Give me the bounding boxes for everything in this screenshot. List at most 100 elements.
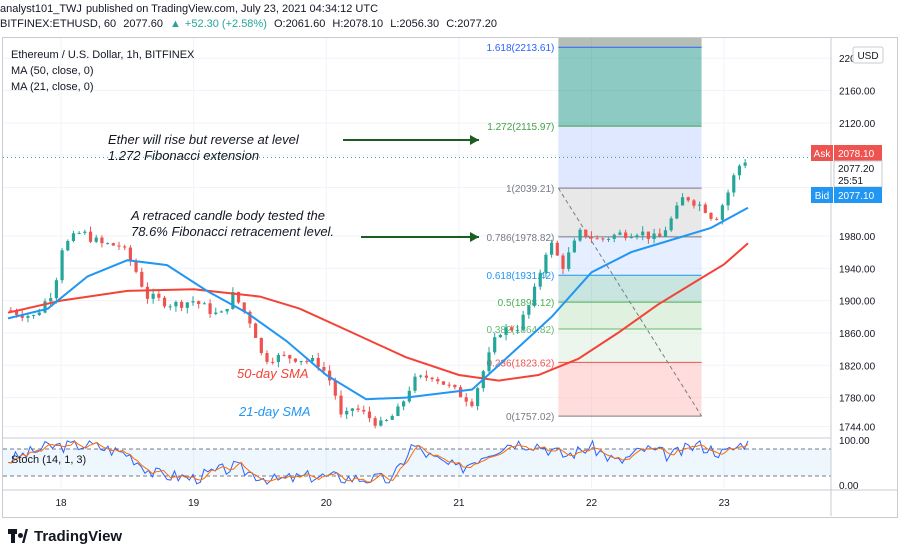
- legend-ma50: MA (50, close, 0): [11, 65, 94, 77]
- candle-body: [612, 234, 616, 239]
- candle-body: [168, 306, 172, 308]
- candle-body: [419, 375, 423, 377]
- ask-label: Ask: [814, 149, 832, 160]
- candle-body: [32, 315, 36, 317]
- candle-body: [635, 235, 639, 238]
- usd-badge-box: [852, 46, 884, 64]
- candle-body: [453, 384, 457, 388]
- candle-body: [692, 200, 696, 206]
- fib-band: [558, 47, 702, 127]
- candle-body: [60, 250, 64, 281]
- bid-label: Bid: [815, 191, 829, 202]
- fib-band: [558, 362, 702, 417]
- bid-label-box: [811, 187, 833, 203]
- bid-value-box: [834, 187, 882, 203]
- footer-brand[interactable]: TradingView: [8, 526, 122, 546]
- candle-body: [66, 240, 70, 251]
- candle-body: [658, 233, 662, 237]
- last-price-box: [833, 160, 883, 188]
- candle-body: [214, 312, 218, 314]
- fib-level-label: 1.618(2213.61): [487, 43, 555, 54]
- arrow-to-retracement-head: [470, 232, 479, 242]
- candle-body: [151, 293, 155, 299]
- candle-body: [100, 237, 104, 244]
- chart-frame[interactable]: 1.618(2213.61) 1.272(2115.97) 1(2039.21) 0.…: [2, 37, 898, 518]
- fibonacci-tool[interactable]: 1.618(2213.61) 1.272(2115.97) 1(2039.21) 0.…: [487, 38, 703, 423]
- ask-value: 2078.10: [838, 149, 875, 160]
- price-tick: 1744.00: [839, 423, 876, 434]
- candle-body: [498, 334, 502, 338]
- candle-body: [248, 311, 252, 324]
- note-extension-line1: Ether will rise but reverse at level: [108, 132, 300, 147]
- stoch-band: [3, 449, 831, 476]
- candle-body: [527, 305, 531, 315]
- axes: 2200.002160.002120.002080.002040.001980.…: [3, 38, 897, 516]
- symbol: BITFINEX:ETHUSD, 60: [0, 18, 117, 30]
- candle-body: [254, 323, 258, 338]
- candle-body: [669, 218, 673, 231]
- candle-body: [322, 366, 326, 371]
- candle-body: [293, 358, 298, 362]
- candle-body: [680, 197, 685, 206]
- usd-badge-label: USD: [857, 51, 878, 62]
- price-tick: 1780.00: [839, 394, 876, 405]
- candle-body: [629, 237, 633, 239]
- close-value: 2077.20: [457, 18, 497, 30]
- candle-body: [225, 308, 229, 312]
- price-tick: 1860.00: [839, 329, 876, 340]
- author[interactable]: analyst101_TWJ: [0, 3, 82, 15]
- candle-body: [430, 377, 434, 380]
- candle-body: [231, 291, 235, 309]
- sma50-label: 50-day SMA: [237, 366, 309, 381]
- open-value: 2061.60: [285, 18, 326, 30]
- candle-body: [276, 354, 280, 363]
- candle-body: [219, 311, 224, 313]
- candle-body: [197, 301, 201, 304]
- candle-body: [350, 408, 354, 411]
- candle-body: [641, 231, 645, 236]
- price-change: +52.30 (+2.58%): [184, 18, 267, 30]
- note-retrace-line1: A retraced candle body tested the: [130, 208, 325, 223]
- chart-legend: Ethereum / U.S. Dollar, 1h, BITFINEX MA …: [11, 49, 195, 93]
- candle-body: [424, 375, 428, 378]
- candle-body: [265, 353, 269, 362]
- chart-canvas[interactable]: 1.618(2213.61) 1.272(2115.97) 1(2039.21) 0.…: [3, 38, 897, 517]
- candle-body: [333, 380, 337, 396]
- candle-body: [572, 240, 576, 253]
- candle-body: [561, 255, 565, 269]
- candle-body: [544, 254, 548, 273]
- candle-body: [128, 247, 132, 262]
- fib-trend-line: [557, 187, 703, 417]
- fib-band: [558, 236, 702, 276]
- candle-body: [402, 401, 406, 407]
- candle-body: [345, 410, 349, 415]
- candle-body: [715, 218, 719, 220]
- sma21-line: [7, 206, 749, 401]
- stoch-d-line: [7, 440, 749, 483]
- sma50-line: [7, 242, 749, 382]
- bid-value: 2077.10: [838, 191, 875, 202]
- candle-body: [663, 230, 668, 237]
- candle-body: [624, 232, 628, 238]
- candle-body: [390, 415, 394, 420]
- candle-body: [94, 237, 98, 242]
- candle-body: [732, 175, 736, 193]
- open-label: O:: [273, 18, 286, 30]
- ask-value-box: [834, 145, 882, 161]
- candle-body: [117, 245, 121, 247]
- candle-body: [737, 165, 742, 176]
- candle-body: [589, 236, 594, 239]
- candle-body: [686, 197, 690, 201]
- time-tick: 18: [55, 498, 67, 509]
- candle-body: [106, 243, 110, 245]
- usd-badge[interactable]: USD: [852, 46, 884, 64]
- stoch-tick: 100.00: [839, 436, 870, 447]
- stoch-tick: 0.00: [839, 481, 859, 492]
- candle-body: [555, 242, 559, 256]
- candle-body: [191, 301, 195, 303]
- candle-body: [83, 231, 87, 233]
- time-tick: 20: [321, 498, 333, 509]
- candle-body: [316, 357, 320, 367]
- fib-level-label: 0.786(1978.82): [487, 233, 555, 244]
